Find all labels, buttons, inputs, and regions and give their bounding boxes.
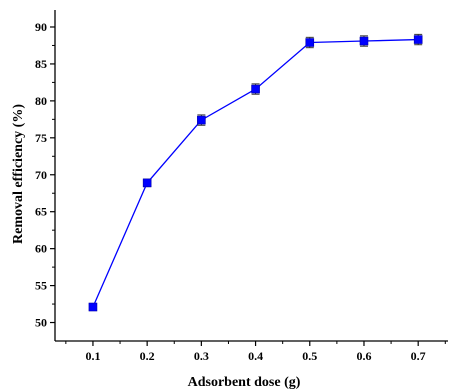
x-tick-label: 0.2 [140,349,155,363]
x-tick-label: 0.5 [302,349,317,363]
x-tick-label: 0.7 [411,349,426,363]
data-point-marker [251,84,260,94]
data-point-marker [305,38,315,47]
y-tick-label: 75 [35,131,47,145]
y-tick-label: 85 [35,57,47,71]
x-tick-label: 0.3 [194,349,209,363]
x-axis-title: Adsorbent dose (g) [188,375,301,390]
x-tick-label: 0.6 [356,349,371,363]
data-point-marker [88,302,98,312]
y-tick-label: 55 [35,279,47,293]
y-axis-title: Removal efficiency (%) [11,104,26,244]
data-point-marker [359,36,369,46]
y-tick-label: 80 [35,94,47,108]
data-series [88,33,423,312]
data-point-marker [142,178,152,188]
tick-marks [50,26,446,346]
y-tick-label: 65 [35,205,47,219]
data-point-marker [197,115,206,125]
x-tick-label: 0.4 [248,349,263,363]
y-tick-label: 90 [35,20,47,34]
series-line [92,38,419,308]
data-point-marker [413,35,423,44]
tick-labels: 0.1 0.2 0.3 0.4 0.5 0.6 0.7 50 55 60 65 70 75 80 85 90 [35,20,426,363]
y-tick-label: 70 [35,168,47,182]
y-tick-label: 50 [35,316,47,330]
x-tick-label: 0.1 [85,349,100,363]
axes [54,10,448,342]
y-tick-label: 60 [35,242,47,256]
